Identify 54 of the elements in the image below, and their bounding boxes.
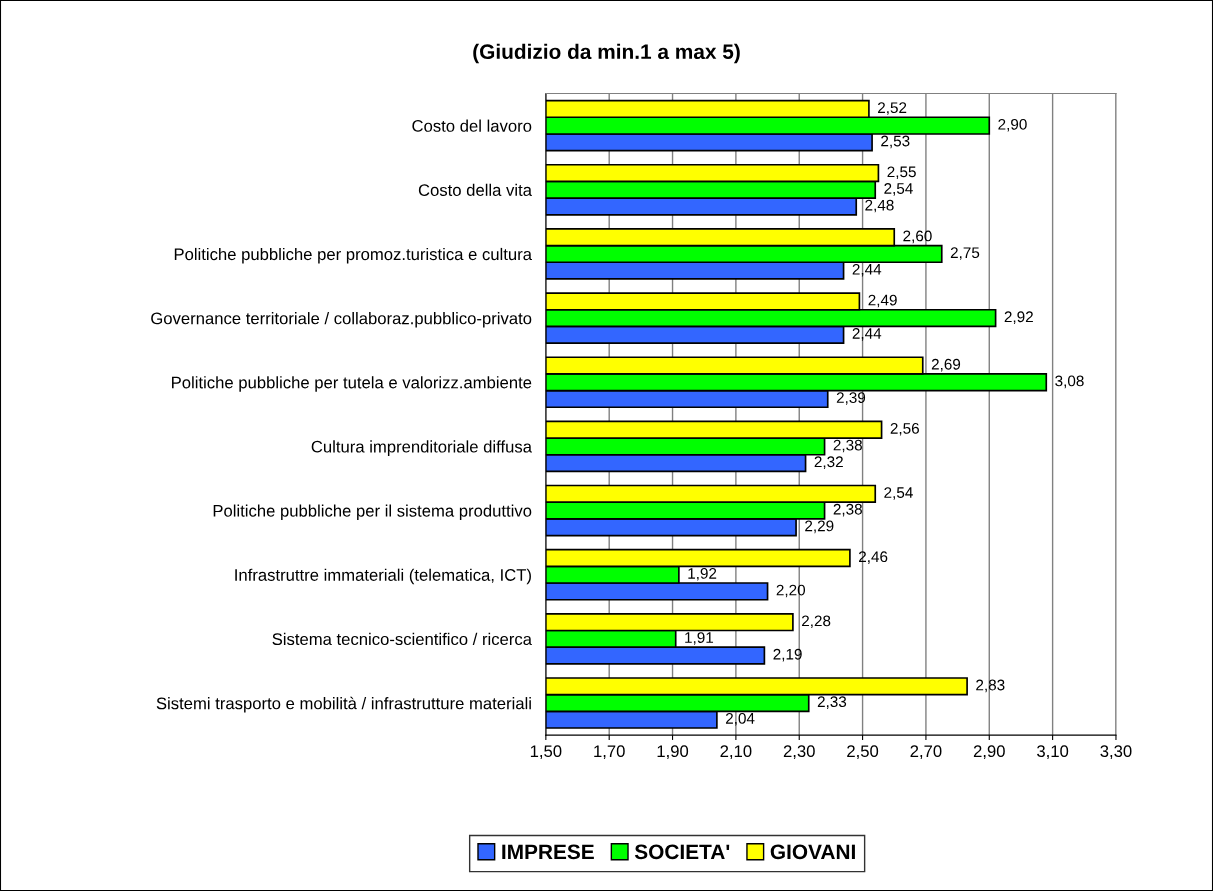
data-label: 2,33 bbox=[817, 696, 847, 709]
y-tick-label: Infrastruttre immateriali (telematica, ICT) bbox=[235, 568, 531, 585]
data-label: 2,39 bbox=[836, 392, 866, 405]
data-label: 2,19 bbox=[773, 648, 802, 662]
data-label: 2,38 bbox=[833, 439, 862, 453]
x-tick-label: 3,10 bbox=[1037, 745, 1069, 760]
y-tick-label: Cultura imprenditoriale diffusa bbox=[311, 440, 532, 456]
y-tick-label: Politiche pubbliche per tutela e valorizz.ambiente bbox=[172, 376, 532, 392]
legend-label: SOCIETA' bbox=[634, 844, 730, 860]
data-label: 2,04 bbox=[725, 712, 755, 726]
data-label: 2,92 bbox=[1004, 311, 1033, 324]
data-label: 2,48 bbox=[865, 199, 894, 213]
y-tick-label: Costo del lavoro bbox=[412, 119, 532, 132]
y-tick-label: Costo della vita bbox=[418, 183, 532, 196]
data-label: 2,54 bbox=[884, 183, 913, 196]
data-label: 2,69 bbox=[931, 358, 961, 372]
data-label: 2,56 bbox=[890, 422, 919, 436]
data-label: 2,52 bbox=[878, 102, 907, 115]
data-label: 2,28 bbox=[802, 615, 831, 629]
x-tick-label: 2,50 bbox=[847, 745, 879, 760]
legend-label: IMPRESE bbox=[502, 844, 594, 860]
x-tick-label: 2,90 bbox=[973, 745, 1005, 760]
x-tick-label: 1,50 bbox=[530, 745, 562, 760]
y-tick-label: Sistema tecnico-scientifico / ricerca bbox=[272, 632, 532, 646]
data-label: 3,08 bbox=[1055, 375, 1084, 389]
data-label: 2,44 bbox=[852, 328, 882, 341]
chart-title: (Giudizio da min.1 a max 5) bbox=[473, 43, 740, 64]
data-label: 2,60 bbox=[903, 230, 932, 244]
data-label: 2,20 bbox=[776, 584, 806, 598]
data-label: 2,53 bbox=[881, 135, 910, 149]
data-label: 2,29 bbox=[805, 520, 834, 534]
data-label: 1,91 bbox=[685, 632, 714, 645]
data-label: 2,90 bbox=[998, 118, 1027, 132]
y-tick-label: Sistemi trasporto e mobilità / infrastrutture materiali bbox=[156, 696, 531, 713]
legend-label: GIOVANI bbox=[770, 844, 855, 860]
data-label: 1,92 bbox=[688, 567, 717, 581]
data-label: 2,46 bbox=[859, 551, 888, 564]
x-tick-label: 1,70 bbox=[594, 745, 625, 760]
data-label: 2,75 bbox=[950, 247, 980, 260]
x-tick-label: 1,90 bbox=[657, 745, 689, 760]
data-label: 2,55 bbox=[887, 166, 916, 180]
x-tick-label: 2,70 bbox=[910, 745, 942, 760]
data-label: 2,83 bbox=[976, 679, 1005, 693]
y-tick-label: Politiche pubbliche per promoz.turistica e cultura bbox=[174, 247, 532, 264]
data-label: 2,49 bbox=[868, 294, 897, 308]
x-tick-label: 2,30 bbox=[783, 745, 815, 760]
data-label: 2,32 bbox=[814, 456, 843, 469]
x-tick-label: 2,10 bbox=[720, 745, 752, 760]
y-tick-label: Governance territoriale / collaboraz.pubblico-privato bbox=[151, 312, 532, 328]
data-label: 2,54 bbox=[884, 487, 913, 500]
x-tick-label: 3,30 bbox=[1100, 745, 1132, 760]
data-label: 2,44 bbox=[852, 263, 882, 277]
data-label: 2,38 bbox=[833, 503, 862, 517]
y-tick-label: Politiche pubbliche per il sistema produttivo bbox=[213, 504, 532, 521]
